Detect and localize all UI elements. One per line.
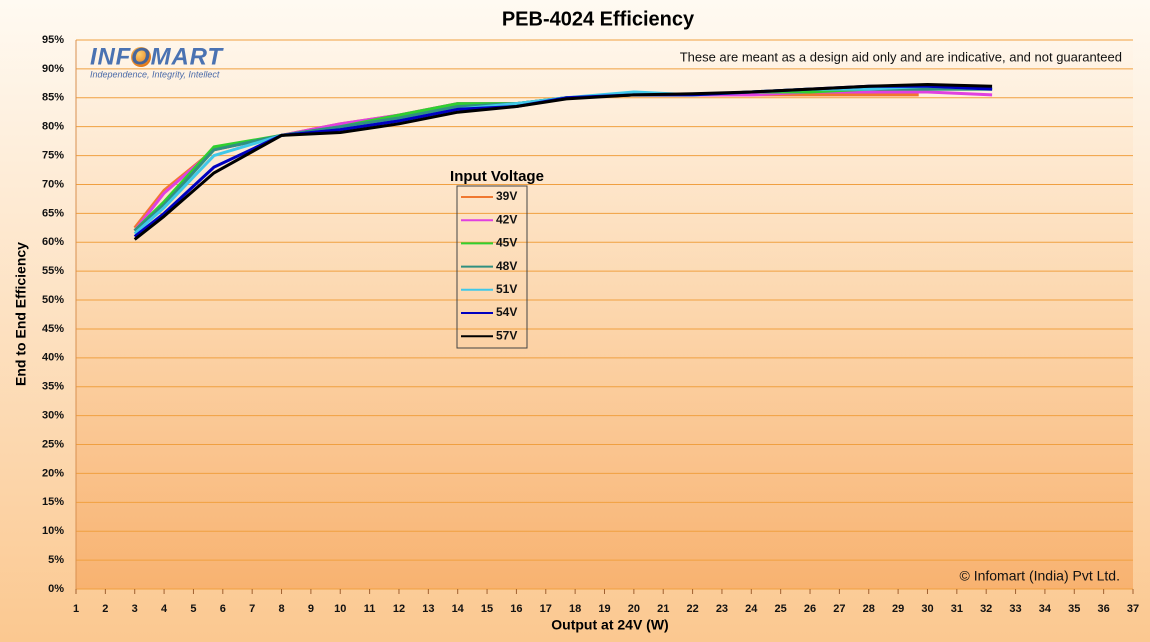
legend-box — [456, 185, 528, 349]
x-tick-label: 3 — [132, 603, 138, 615]
legend-title: Input Voltage — [450, 168, 544, 185]
x-tick-label: 34 — [1039, 603, 1052, 615]
x-tick-label: 30 — [921, 603, 933, 615]
y-tick-label: 40% — [42, 352, 64, 364]
legend-label: 42V — [496, 212, 517, 226]
y-tick-label: 15% — [42, 496, 64, 508]
legend: Input Voltage 39V 42V 45V 48V 51V 54V 57V — [450, 168, 544, 349]
x-tick-label: 15 — [481, 603, 493, 615]
logo-name: INFOMART — [90, 43, 224, 70]
series-line — [133, 83, 993, 241]
y-tick-label: 90% — [42, 63, 64, 75]
note: These are meant as a design aid only and… — [680, 49, 1122, 64]
logo-tagline: Independence, Integrity, Intellect — [90, 69, 220, 79]
y-tick-label: 85% — [42, 92, 64, 104]
x-tick-label: 36 — [1098, 603, 1110, 615]
grid — [75, 39, 1134, 594]
x-tick-label: 13 — [422, 603, 434, 615]
x-tick-label: 33 — [1009, 603, 1021, 615]
x-tick-label: 2 — [102, 603, 108, 615]
lines — [133, 83, 993, 241]
x-tick-label: 32 — [980, 603, 992, 615]
legend-label: 51V — [496, 282, 517, 296]
plot-area — [76, 40, 1133, 589]
legend-label: 57V — [496, 328, 517, 342]
legend-label: 39V — [496, 189, 517, 203]
y-tick-label: 80% — [42, 121, 64, 133]
y-tick-label: 25% — [42, 438, 64, 450]
y-tick-label: 50% — [42, 294, 64, 306]
x-tick-label: 27 — [833, 603, 845, 615]
chart-title: PEB-4024 Efficiency — [502, 8, 695, 30]
x-tick-label: 6 — [220, 603, 226, 615]
y-tick-label: 5% — [48, 554, 64, 566]
x-tick-label: 25 — [775, 603, 787, 615]
x-tick-label: 1 — [73, 603, 79, 615]
x-tick-label: 9 — [308, 603, 314, 615]
x-tick-label: 7 — [249, 603, 255, 615]
logo-ball — [131, 47, 151, 67]
x-tick-label: 23 — [716, 603, 728, 615]
x-tick-label: 28 — [863, 603, 875, 615]
x-tick-label: 19 — [598, 603, 610, 615]
x-tick-label: 16 — [510, 603, 522, 615]
x-tick-label: 8 — [278, 603, 284, 615]
x-tick-label: 35 — [1068, 603, 1080, 615]
legend-label: 54V — [496, 305, 517, 319]
y-tick-label: 45% — [42, 323, 64, 335]
y-tick-label: 55% — [42, 265, 64, 277]
x-tick-label: 12 — [393, 603, 405, 615]
y-tick-label: 95% — [42, 34, 64, 46]
x-tick-label: 18 — [569, 603, 581, 615]
y-tick-label: 10% — [42, 525, 64, 537]
x-tick-label: 17 — [540, 603, 552, 615]
x-tick-label: 11 — [364, 603, 376, 615]
y-tick-label: 30% — [42, 410, 64, 422]
legend-label: 45V — [496, 236, 517, 250]
x-tick-label: 31 — [951, 603, 963, 615]
x-tick-label: 14 — [452, 603, 465, 615]
y-tick-label: 70% — [42, 178, 64, 190]
copyright: © Infomart (India) Pvt Ltd. — [960, 568, 1121, 584]
x-tick-label: 29 — [892, 603, 904, 615]
x-tick-label: 10 — [334, 603, 346, 615]
y-tick-label: 60% — [42, 236, 64, 248]
y-tick-label: 65% — [42, 207, 64, 219]
y-axis-label: End to End Efficiency — [13, 242, 29, 386]
legend-label: 48V — [496, 259, 517, 273]
y-tick-label: 75% — [42, 149, 64, 161]
x-tick-label: 21 — [657, 603, 669, 615]
y-tick-label: 20% — [42, 467, 64, 479]
logo: INFOMART Independence, Integrity, Intell… — [90, 43, 224, 79]
x-tick-label: 20 — [628, 603, 640, 615]
x-tick-label: 22 — [686, 603, 698, 615]
x-tick-label: 4 — [161, 603, 168, 615]
y-tick-label: 35% — [42, 381, 64, 393]
x-tick-label: 5 — [190, 603, 196, 615]
x-tick-label: 24 — [745, 603, 758, 615]
x-tick-label: 37 — [1127, 603, 1139, 615]
x-tick-label: 26 — [804, 603, 816, 615]
x-axis-label: Output at 24V (W) — [551, 617, 668, 633]
y-tick-label: 0% — [48, 583, 64, 595]
